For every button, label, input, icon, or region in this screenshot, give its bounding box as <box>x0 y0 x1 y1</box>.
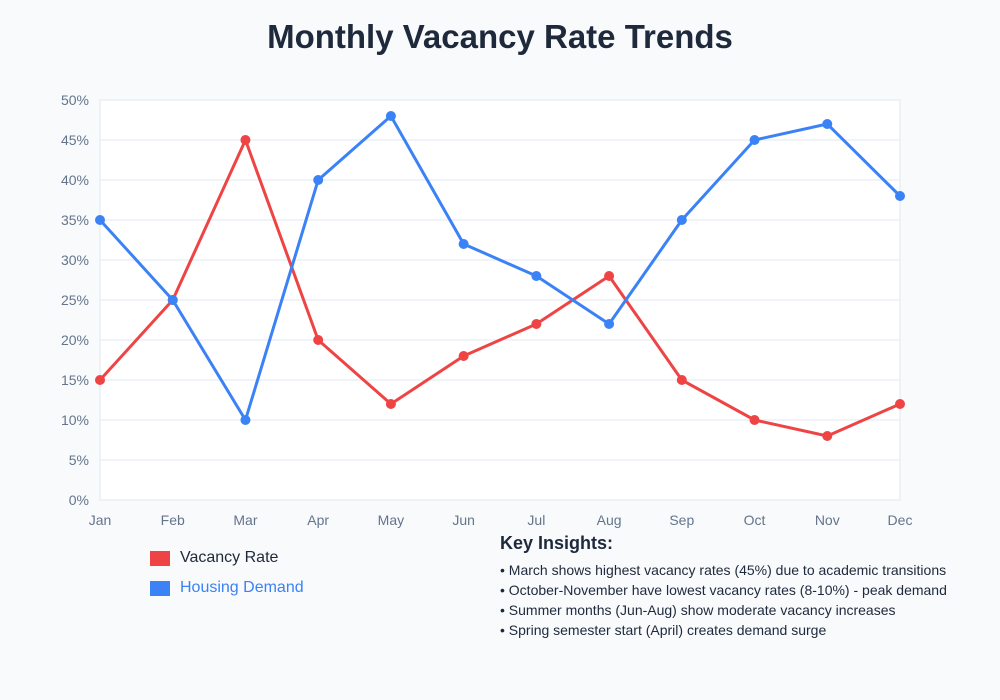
data-point-vacancy-rate <box>749 415 760 425</box>
y-tick-label: 20% <box>61 332 89 348</box>
series-line-vacancy-rate <box>98 138 901 438</box>
data-point-vacancy-rate <box>531 319 542 329</box>
series-line-housing-demand <box>98 114 902 422</box>
data-point-vacancy-rate <box>385 399 396 409</box>
x-tick-label: Oct <box>744 512 766 528</box>
insight-item: • Summer months (Jun-Aug) show moderate … <box>500 602 896 618</box>
data-point-vacancy-rate <box>676 375 687 385</box>
data-point-housing-demand <box>676 215 687 225</box>
y-tick-label: 15% <box>61 372 89 388</box>
x-tick-label: Jun <box>452 512 475 528</box>
data-point-housing-demand <box>822 119 833 129</box>
data-point-vacancy-rate <box>458 351 469 361</box>
x-tick-label: Mar <box>233 512 257 528</box>
data-point-vacancy-rate <box>604 271 615 281</box>
x-tick-label: Jan <box>89 512 112 528</box>
chart-title: Monthly Vacancy Rate Trends <box>267 18 733 55</box>
data-point-vacancy-rate <box>313 335 324 345</box>
legend-label-vacancy: Vacancy Rate <box>180 549 279 566</box>
x-tick-label: Nov <box>815 512 840 528</box>
y-tick-label: 40% <box>61 172 89 188</box>
x-tick-label: Sep <box>669 512 694 528</box>
line-chart: 0% 5% 10% 15% 20% 25% 30% 35% 40% 45% 50% Jan Feb Mar… <box>61 92 913 528</box>
y-tick-label: 10% <box>61 412 89 428</box>
y-tick-label: 45% <box>61 132 89 148</box>
legend-label-demand: Housing Demand <box>180 579 304 596</box>
data-point-housing-demand <box>458 239 469 249</box>
data-point-vacancy-rate <box>240 135 251 145</box>
x-tick-label: Dec <box>888 512 913 528</box>
data-point-housing-demand <box>604 319 615 329</box>
y-tick-label: 25% <box>61 292 89 308</box>
x-tick-label: Apr <box>307 512 329 528</box>
data-point-housing-demand <box>240 415 251 425</box>
insight-item: • Spring semester start (April) creates … <box>500 622 827 638</box>
insights-heading: Key Insights: <box>500 533 614 553</box>
data-point-housing-demand <box>531 271 542 281</box>
legend-swatch-demand <box>150 580 170 596</box>
y-tick-label: 50% <box>61 92 89 108</box>
data-point-vacancy-rate <box>822 431 833 441</box>
data-point-housing-demand <box>313 175 324 185</box>
y-tick-label: 5% <box>69 452 89 468</box>
y-tick-label: 30% <box>61 252 89 268</box>
legend-item-housing-demand: Housing Demand <box>150 579 304 597</box>
data-point-housing-demand <box>385 111 396 121</box>
data-point-vacancy-rate <box>95 375 105 385</box>
x-tick-label: Jul <box>527 512 545 528</box>
insight-item: • October-November have lowest vacancy r… <box>500 582 947 598</box>
x-tick-label: Aug <box>597 512 622 528</box>
legend-swatch-vacancy <box>150 550 170 566</box>
legend-item-vacancy-rate: Vacancy Rate <box>150 549 278 567</box>
x-tick-label: Feb <box>161 512 185 528</box>
data-point-housing-demand <box>167 295 178 305</box>
y-tick-label: 0% <box>69 492 89 508</box>
y-tick-label: 35% <box>61 212 89 228</box>
data-point-housing-demand <box>95 215 105 225</box>
data-point-housing-demand <box>895 191 905 201</box>
data-point-housing-demand <box>749 135 760 145</box>
data-point-vacancy-rate <box>895 399 905 409</box>
key-insights: Key Insights: • March shows highest vaca… <box>500 533 947 640</box>
insight-item: • March shows highest vacancy rates (45%… <box>500 562 947 578</box>
x-tick-label: May <box>378 512 404 528</box>
